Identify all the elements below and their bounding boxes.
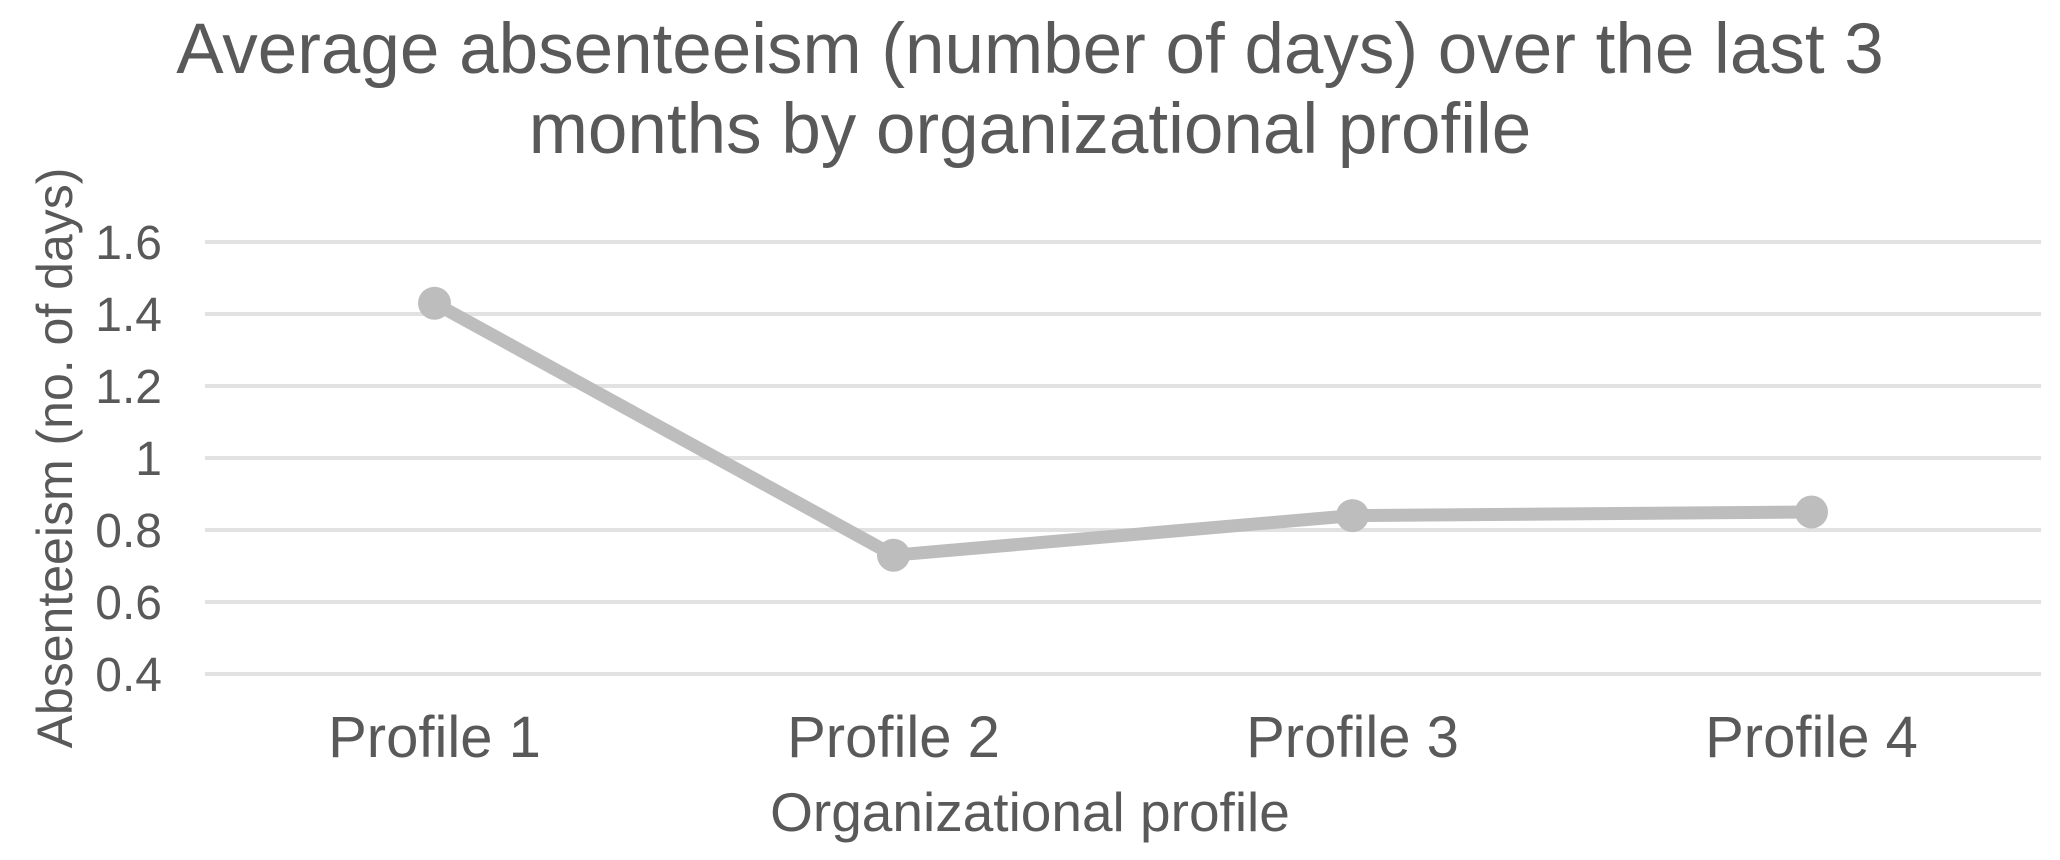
x-tick-label: Profile 4 [1705,705,1918,770]
x-tick-label: Profile 3 [1246,705,1459,770]
y-tick-label: 1.6 [95,217,162,270]
x-tick-label: Profile 2 [787,705,1000,770]
y-tick-label: 0.4 [95,649,162,702]
data-point-marker [418,286,451,320]
y-tick-label: 0.8 [95,505,162,558]
y-tick-label: 1 [135,433,162,486]
x-axis-title: Organizational profile [770,781,1290,843]
data-point-marker [877,538,910,572]
y-tick-label: 0.6 [95,577,162,630]
y-tick-label: 1.4 [95,289,162,342]
data-point-marker [1795,495,1828,529]
chart-title: Average absenteeism (number of days) ove… [176,10,1884,170]
data-point-marker [1336,499,1369,533]
series-line [428,296,1818,562]
y-tick-label: 1.2 [95,361,162,414]
x-tick-label: Profile 1 [328,705,541,770]
